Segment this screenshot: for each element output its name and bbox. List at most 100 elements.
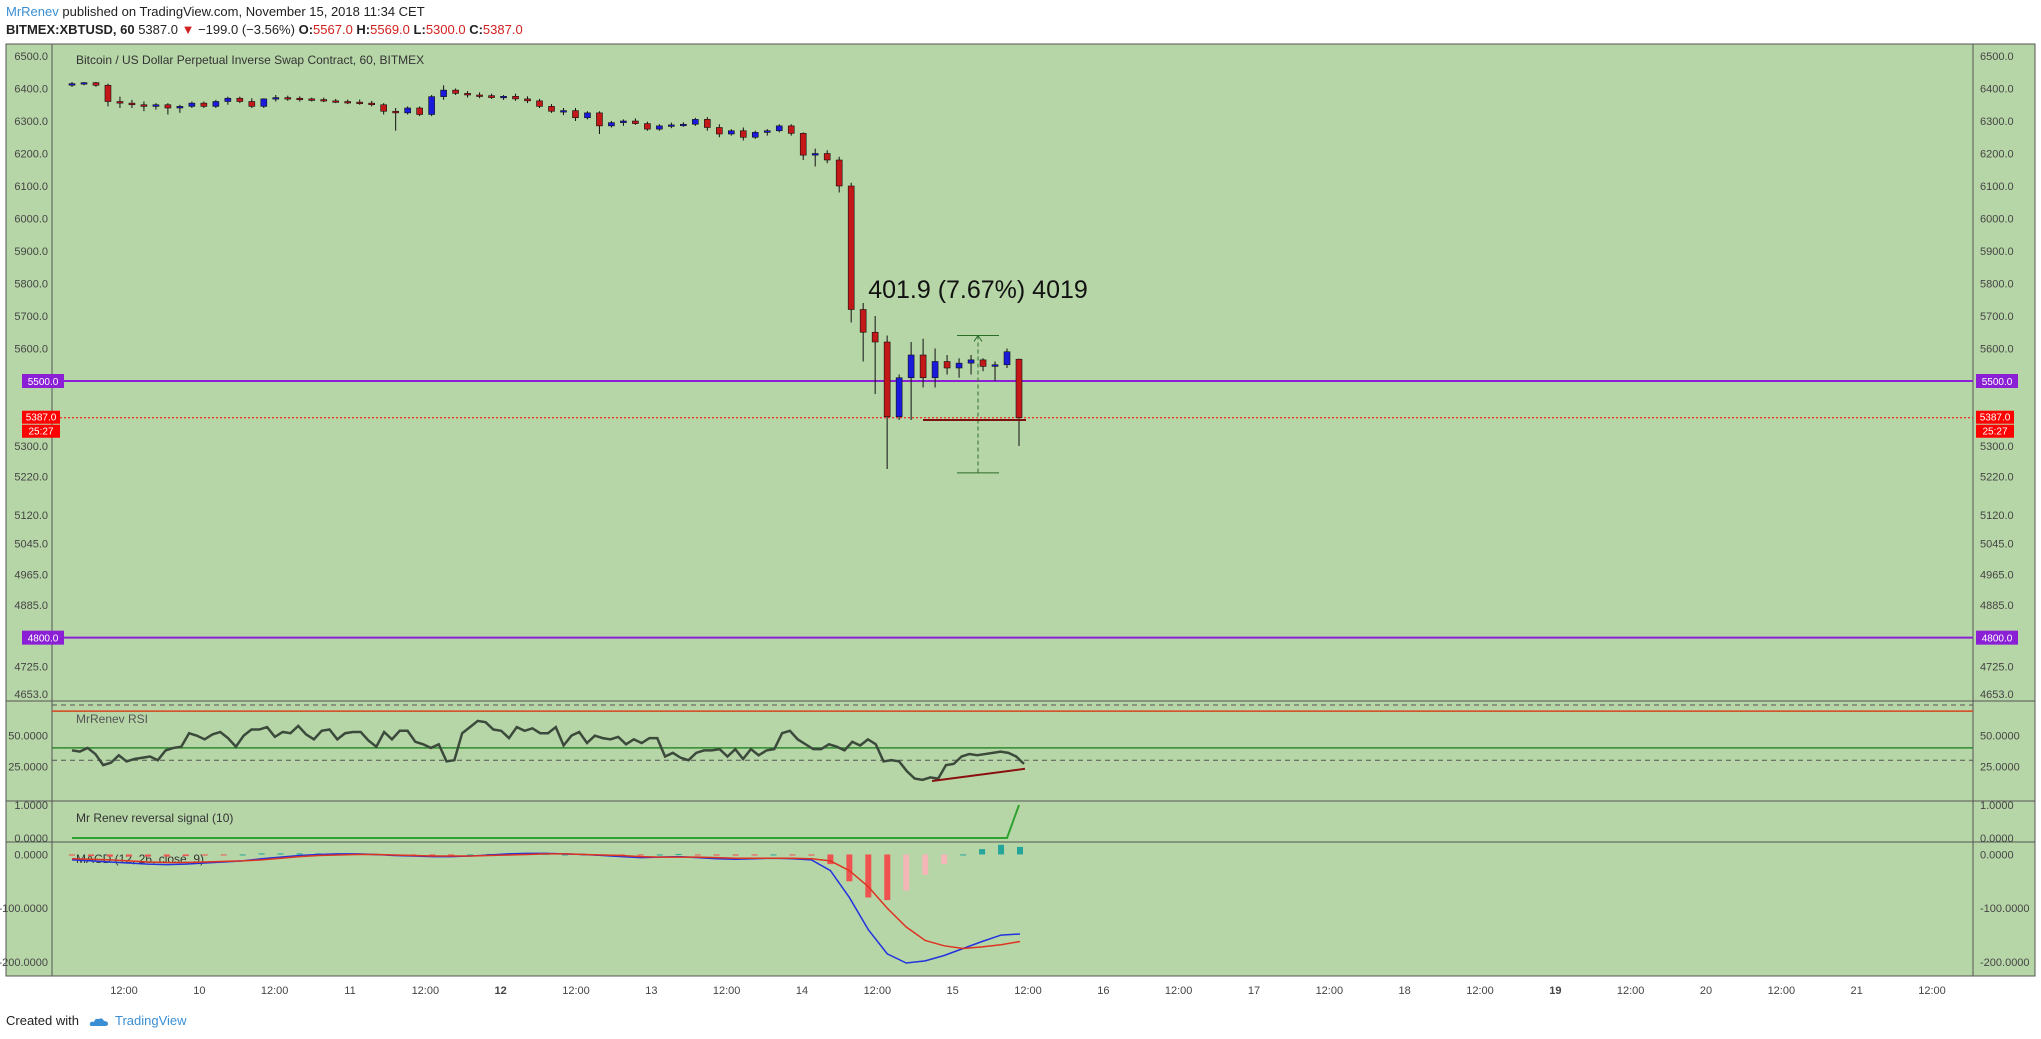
candle — [248, 101, 256, 107]
candle — [296, 97, 304, 101]
candle — [392, 110, 399, 114]
time-tick-label: 12:00 — [1918, 985, 1946, 997]
price-tick-label-left: 4965.0 — [14, 569, 48, 581]
macd-histogram-bar — [884, 854, 891, 901]
countdown-box-left — [22, 424, 60, 438]
macd-histogram-bar — [770, 854, 777, 856]
last-price-box-left — [22, 410, 60, 424]
countdown-label-right: 25:27 — [1982, 427, 2007, 438]
candle — [895, 377, 903, 418]
macd-histogram-bar — [220, 854, 227, 856]
candle — [835, 159, 843, 187]
candle — [811, 153, 819, 156]
time-tick-label: 12:00 — [412, 985, 440, 997]
macd-histogram-bar — [448, 854, 455, 856]
macd-histogram-bar — [561, 854, 568, 856]
low-value: 5300.0 — [425, 22, 466, 37]
candle — [991, 364, 999, 367]
macd-histogram-bar — [144, 854, 151, 857]
time-tick-label: 16 — [1097, 985, 1109, 997]
rsi-line — [71, 719, 1025, 782]
time-tick-label: 20 — [1700, 985, 1712, 997]
time-tick-label: 12:00 — [261, 985, 289, 997]
candle — [704, 119, 711, 128]
time-tick-label: 12:00 — [1014, 985, 1042, 997]
time-tick-label: 12:00 — [1617, 985, 1645, 997]
candle — [200, 102, 208, 107]
countdown-label-left: 25:27 — [28, 427, 53, 438]
macd-histogram-bar — [694, 854, 701, 856]
time-tick-label: 21 — [1851, 985, 1863, 997]
time-tick-label: 12:00 — [1165, 985, 1193, 997]
candle — [332, 100, 340, 103]
candle — [224, 97, 232, 102]
price-tick-label-left: 5220.0 — [14, 472, 48, 484]
left-scale-background — [6, 44, 52, 976]
candle — [464, 93, 471, 96]
rsi-divergence-line[interactable] — [931, 767, 1026, 783]
macd-histogram-bar — [713, 854, 720, 856]
candle — [548, 106, 555, 112]
candle — [1003, 351, 1011, 366]
candle — [608, 122, 615, 127]
macd-histogram-bar — [998, 844, 1005, 855]
candle — [883, 341, 891, 418]
candle — [943, 361, 951, 369]
candle — [668, 124, 675, 127]
price-tick-label-left: 5600.0 — [14, 344, 48, 356]
candle — [787, 125, 795, 134]
macd-histogram-bar — [1017, 846, 1023, 855]
candle — [488, 95, 495, 98]
last-price-label-left: 5387.0 — [26, 413, 57, 424]
price-tick-label-right: 5900.0 — [1980, 246, 2014, 258]
last-price-box-right — [1976, 410, 2014, 424]
level-label-box-left — [22, 630, 64, 645]
signal-title: Mr Renev reversal signal (10) — [76, 811, 233, 825]
chart-title: Bitcoin / US Dollar Perpetual Inverse Sw… — [76, 53, 424, 67]
price-tick-label-left: 5120.0 — [14, 510, 48, 522]
price-tick-label-left: 6100.0 — [14, 181, 48, 193]
candle — [116, 101, 124, 104]
created-with-text: Created with — [6, 1013, 79, 1028]
price-tick-label-left: 6400.0 — [14, 84, 48, 96]
macd-histogram-bar — [125, 854, 132, 857]
chart-area[interactable]: 6500.0 6500.0 6400.0 6400.0 6300.0 6300.0 6200… — [0, 40, 2041, 1005]
time-tick-label: 12:00 — [1466, 985, 1494, 997]
tradingview-link[interactable]: TradingView — [114, 1013, 187, 1028]
candle — [847, 185, 855, 310]
macd-tick-label-right: -100.0000 — [1980, 903, 2030, 915]
author-link[interactable]: MrRenev — [6, 4, 59, 19]
price-tick-label-left: 6200.0 — [14, 149, 48, 161]
price-tick-label-right: 6000.0 — [1980, 214, 2014, 226]
down-arrow-icon: ▼ — [181, 22, 195, 37]
candle — [919, 354, 927, 379]
macd-histogram-bar — [277, 853, 284, 855]
macd-histogram-bar — [163, 854, 170, 857]
candle — [92, 82, 100, 86]
price-tick-label-right: 6400.0 — [1980, 84, 2014, 96]
macd-histogram-bar — [827, 854, 834, 865]
level-label-right: 4800.0 — [1982, 634, 2013, 645]
candle — [859, 309, 867, 333]
candle — [728, 130, 735, 135]
open-value: 5567.0 — [313, 22, 353, 37]
candle — [380, 104, 387, 112]
last-price-text: 5387.0 — [138, 22, 178, 37]
candle — [1015, 358, 1023, 419]
macd-histogram-bar — [182, 854, 189, 857]
time-tick-label: 14 — [796, 985, 808, 997]
candle — [344, 101, 352, 104]
candle — [536, 100, 543, 107]
price-tick-label-left: 5700.0 — [14, 311, 48, 323]
rsi-tick-label-right: 50.0000 — [1980, 731, 2020, 743]
macd-histogram-bar — [751, 854, 758, 856]
candle — [823, 153, 831, 161]
time-tick-label: 12 — [495, 985, 507, 997]
macd-histogram-bar — [979, 849, 986, 855]
candle — [440, 89, 447, 97]
time-tick-label: 17 — [1248, 985, 1260, 997]
candle — [799, 133, 807, 156]
price-tick-label-left: 6000.0 — [14, 214, 48, 226]
open-label: O: — [298, 22, 314, 37]
rsi-tick-label-right: 25.0000 — [1980, 761, 2020, 773]
